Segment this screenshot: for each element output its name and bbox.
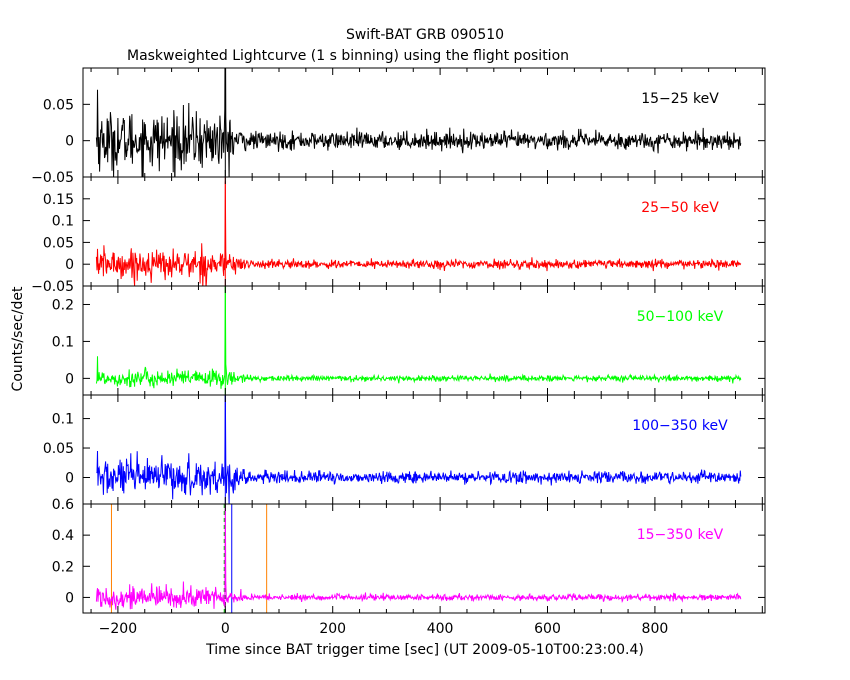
y-tick-label: −0.05 <box>31 279 74 295</box>
chart-subtitle: Maskweighted Lightcurve (1 s binning) us… <box>127 48 569 64</box>
panels-group: −0.05 0 0.05 15−25 keV −0.05 0 0.05 0.1 0.15 25−5… <box>31 67 766 614</box>
panel-100-350: 0 0.05 0.1 100−350 keV <box>43 394 766 505</box>
lightcurve-series <box>95 504 742 610</box>
y-tick-label: 0.1 <box>52 334 74 350</box>
y-tick-label: 0.1 <box>52 214 74 230</box>
x-tick-label: 200 <box>319 621 346 637</box>
y-tick-label: 0 <box>65 590 74 606</box>
y-tick-label: 0.1 <box>52 412 74 428</box>
y-tick-label: 0 <box>65 257 74 273</box>
band-label: 15−350 keV <box>637 527 724 543</box>
y-tick-label: 0.2 <box>52 297 74 313</box>
y-tick-label: 0.05 <box>43 235 74 251</box>
band-label: 50−100 keV <box>637 309 724 325</box>
panel-25-50: −0.05 0 0.05 0.1 0.15 25−50 keV <box>31 176 766 295</box>
x-tick-label: 400 <box>427 621 454 637</box>
lightcurve-series <box>95 181 742 286</box>
x-tick-label: 600 <box>534 621 561 637</box>
y-tick-label: 0 <box>65 470 74 486</box>
y-tick-label: 0.6 <box>52 497 74 513</box>
x-tick-label: 0 <box>221 621 230 637</box>
band-label: 100−350 keV <box>632 418 728 434</box>
y-axis-label: Counts/sec/det <box>10 286 26 391</box>
x-axis: −200 0 200 400 600 800 <box>99 621 669 637</box>
panel-50-100: 0 0.1 0.2 50−100 keV <box>52 285 766 396</box>
panel-15-350: 0 0.2 0.4 0.6 15−350 keV <box>52 497 766 614</box>
panel-frame <box>82 176 766 287</box>
y-tick-label: 0 <box>65 371 74 387</box>
y-tick-label: 0.05 <box>43 441 74 457</box>
x-axis-label: Time since BAT trigger time [sec] (UT 20… <box>205 642 644 658</box>
x-tick-label: 800 <box>642 621 669 637</box>
y-tick-label: 0.4 <box>52 528 74 544</box>
y-tick-label: 0.15 <box>43 192 74 208</box>
lightcurve-series <box>96 395 742 504</box>
y-tick-label: 0 <box>65 134 74 150</box>
y-tick-label: 0.2 <box>52 559 74 575</box>
panel-frame <box>82 503 766 614</box>
x-tick-label: −200 <box>99 621 137 637</box>
y-tick-label: 0.05 <box>43 97 74 113</box>
band-label: 15−25 keV <box>641 91 719 107</box>
band-label: 25−50 keV <box>641 200 719 216</box>
y-tick-label: −0.05 <box>31 170 74 186</box>
panel-frame <box>82 67 766 178</box>
lightcurve-series <box>95 286 742 389</box>
lightcurve-series <box>95 68 742 177</box>
chart-title: Swift-BAT GRB 090510 <box>346 27 504 43</box>
